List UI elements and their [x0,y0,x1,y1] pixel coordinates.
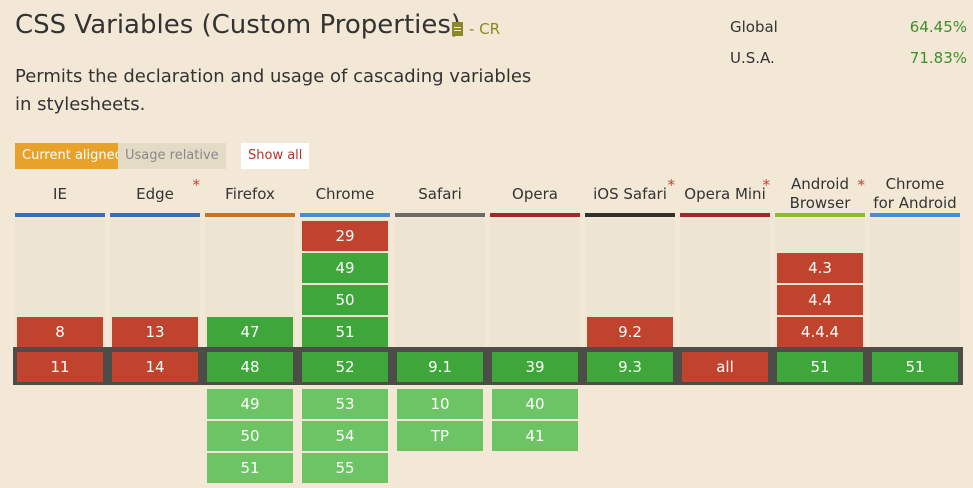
browser-name: Android Browser [789,175,851,212]
browser-name: IE [53,184,67,203]
past-versions-area [870,219,960,347]
browser-name: Chrome for Android [873,175,957,212]
usage-relative-button[interactable]: Usage relative [118,143,226,169]
current-version-cell[interactable]: 11 [17,352,103,382]
browser-color-bar [870,213,960,217]
past-versions-area [395,219,485,347]
note-asterisk-icon[interactable]: * [762,176,771,194]
version-cell[interactable]: 4.4 [777,285,863,315]
future-version-cell[interactable]: 51 [207,453,293,483]
future-version-cell[interactable]: 10 [397,389,483,419]
spec-status[interactable]: - CR [452,20,500,38]
note-asterisk-icon[interactable]: * [192,176,201,194]
browser-name: iOS Safari [593,184,667,203]
current-version-cell[interactable]: 14 [112,352,198,382]
version-cell[interactable]: 51 [302,317,388,347]
future-version-cell[interactable]: TP [397,421,483,451]
future-version-cell[interactable]: 55 [302,453,388,483]
browser-header[interactable]: Opera Mini * [680,174,770,214]
document-icon[interactable] [452,22,463,36]
version-cell[interactable]: 13 [112,317,198,347]
feature-title: CSS Variables (Custom Properties) [15,10,462,40]
browser-color-bar [490,213,580,217]
browser-color-bar [110,213,200,217]
version-cell[interactable]: 4.4.4 [777,317,863,347]
future-version-cell[interactable]: 40 [492,389,578,419]
past-versions-area [490,219,580,347]
version-cell[interactable]: 4.3 [777,253,863,283]
note-asterisk-icon[interactable]: * [667,176,676,194]
version-cell[interactable]: 29 [302,221,388,251]
browser-color-bar [775,213,865,217]
usage-global-value: 64.45% [909,18,967,36]
browser-header[interactable]: Firefox [205,174,295,214]
current-version-cell[interactable]: all [682,352,768,382]
usage-usa-label: U.S.A. [730,49,775,67]
version-cell[interactable]: 50 [302,285,388,315]
browser-color-bar [205,213,295,217]
browser-header[interactable]: iOS Safari * [585,174,675,214]
version-cell[interactable]: 8 [17,317,103,347]
future-version-cell[interactable]: 54 [302,421,388,451]
current-version-cell[interactable]: 48 [207,352,293,382]
browser-name: Chrome [315,184,375,203]
browser-color-bar [15,213,105,217]
browser-header[interactable]: Chrome for Android [870,174,960,214]
browser-header[interactable]: Chrome [300,174,390,214]
browser-name: Edge [136,184,174,203]
browser-header[interactable]: Android Browser * [775,174,865,214]
browser-header[interactable]: Safari [395,174,485,214]
show-all-button[interactable]: Show all [241,143,310,169]
browser-color-bar [300,213,390,217]
note-asterisk-icon[interactable]: * [857,176,866,194]
browser-name: Safari [418,184,462,203]
usage-global-label: Global [730,18,778,36]
browser-color-bar [680,213,770,217]
future-version-cell[interactable]: 41 [492,421,578,451]
usage-global: Global 64.45% [730,18,967,36]
current-version-cell[interactable]: 52 [302,352,388,382]
version-cell[interactable]: 9.2 [587,317,673,347]
past-versions-area [680,219,770,347]
version-cell[interactable]: 49 [302,253,388,283]
version-cell[interactable]: 47 [207,317,293,347]
current-version-cell[interactable]: 39 [492,352,578,382]
future-version-cell[interactable]: 49 [207,389,293,419]
browser-name: Opera Mini [684,184,766,203]
browser-header[interactable]: IE [15,174,105,214]
current-aligned-button[interactable]: Current aligned [15,143,130,169]
current-version-cell[interactable]: 9.1 [397,352,483,382]
usage-usa-value: 71.83% [909,49,967,67]
current-version-cell[interactable]: 51 [777,352,863,382]
future-version-cell[interactable]: 53 [302,389,388,419]
spec-status-label[interactable]: - CR [469,20,501,38]
feature-description: Permits the declaration and usage of cas… [15,66,532,115]
current-version-cell[interactable]: 9.3 [587,352,673,382]
current-version-cell[interactable]: 51 [872,352,958,382]
browser-color-bar [395,213,485,217]
browser-header[interactable]: Opera [490,174,580,214]
browser-name: Firefox [225,184,275,203]
usage-usa: U.S.A. 71.83% [730,49,967,67]
future-version-cell[interactable]: 50 [207,421,293,451]
browser-header[interactable]: Edge * [110,174,200,214]
browser-color-bar [585,213,675,217]
browser-name: Opera [512,184,558,203]
